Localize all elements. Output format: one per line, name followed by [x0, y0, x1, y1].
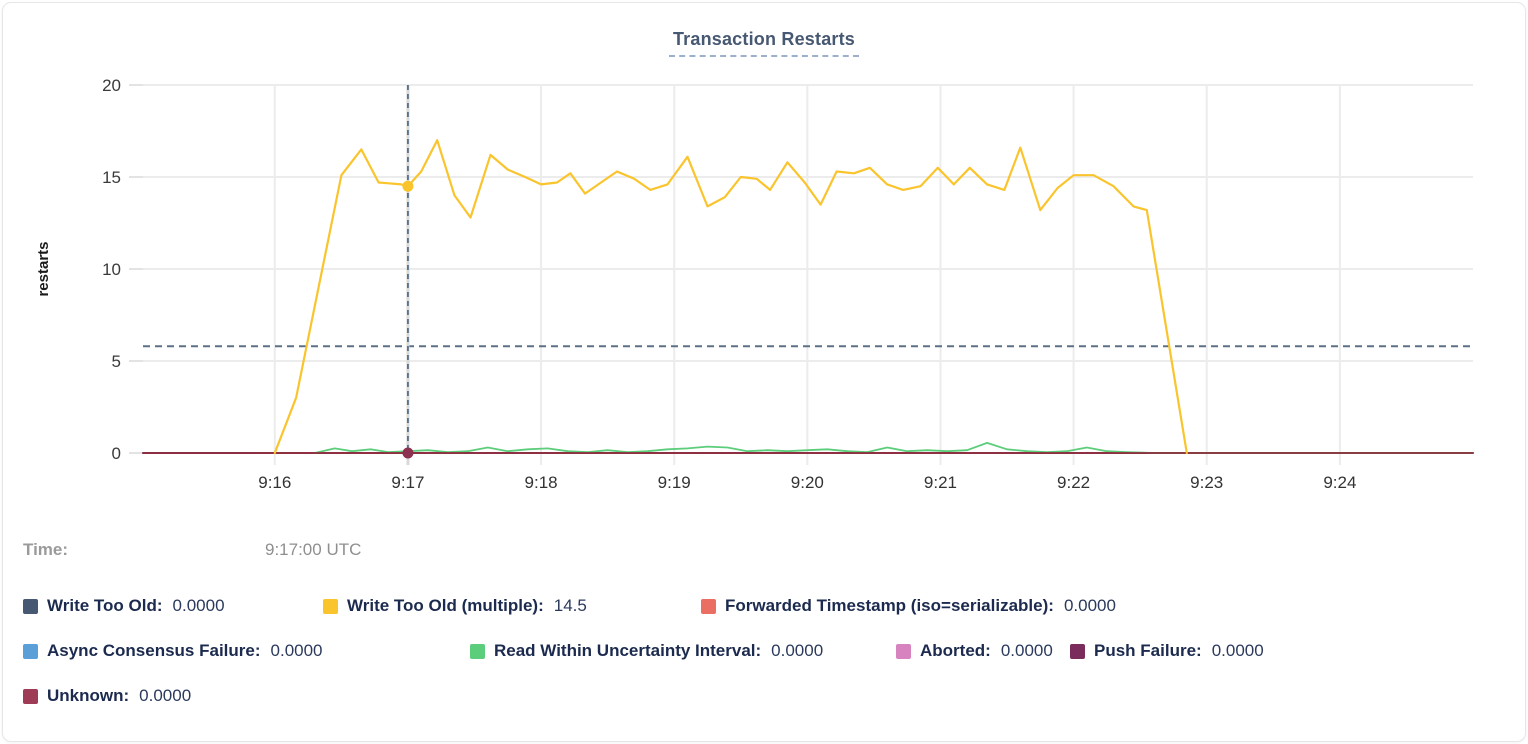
legend-swatch: [323, 598, 338, 614]
x-tick-label: 9:21: [924, 473, 957, 492]
chart-legend: Write Too Old: 0.0000 Write Too Old (multi…: [3, 3, 1525, 741]
legend-swatch: [23, 643, 38, 659]
x-tick-label: 9:17: [391, 473, 424, 492]
chart-area[interactable]: 0 5 10 15 20 9:16 9:17 9:18 9:19 9:20 9:21 9:22 9:23…: [3, 3, 1526, 525]
legend-value: 0.0000: [1211, 641, 1264, 660]
y-tick-label: 0: [112, 444, 121, 463]
legend-label: Unknown:: [47, 686, 130, 705]
legend-item-aborted[interactable]: Aborted: 0.0000: [896, 639, 1053, 663]
legend-item-read-within-uncertainty-interval[interactable]: Read Within Uncertainty Interval: 0.0000: [470, 639, 823, 663]
y-tick-label: 10: [102, 260, 121, 279]
legend-value: 14.5: [553, 596, 587, 615]
y-tick-label: 15: [102, 168, 121, 187]
legend-swatch: [701, 598, 716, 614]
legend-swatch: [23, 688, 38, 704]
legend-swatch: [1070, 643, 1085, 659]
legend-item-forwarded-timestamp-iso-serializable[interactable]: Forwarded Timestamp (iso=serializable): 0…: [701, 594, 1116, 618]
legend-value: 0.0000: [1063, 596, 1116, 615]
legend-value: 0.0000: [771, 641, 824, 660]
legend-label: Async Consensus Failure:: [47, 641, 261, 660]
legend-value: 0.0000: [1000, 641, 1053, 660]
legend-label: Write Too Old:: [47, 596, 163, 615]
series-line-write-too-old-multiple: [273, 139, 1188, 455]
chart-title[interactable]: Transaction Restarts: [668, 29, 860, 57]
legend-label: Read Within Uncertainty Interval:: [494, 641, 762, 660]
legend-label: Forwarded Timestamp (iso=serializable):: [725, 596, 1054, 615]
tooltip-time-label: Time:: [23, 540, 69, 559]
x-tick-label: 9:16: [258, 473, 291, 492]
x-tick-label: 9:23: [1190, 473, 1223, 492]
legend-value: 0.0000: [172, 596, 225, 615]
x-tick-label: 9:24: [1323, 473, 1356, 492]
tooltip-time-value: 9:17:00 UTC: [265, 540, 362, 559]
series-line-read-within-uncertainty-interval: [313, 441, 1474, 454]
legend-label: Push Failure:: [1094, 641, 1202, 660]
y-axis-label: restarts: [35, 241, 52, 296]
x-tick-label: 9:20: [791, 473, 824, 492]
legend-value: 0.0000: [139, 686, 192, 705]
y-tick-label: 20: [102, 76, 121, 95]
legend-swatch: [23, 598, 38, 614]
legend-item-write-too-old[interactable]: Write Too Old: 0.0000: [23, 594, 225, 618]
legend-item-write-too-old-multiple[interactable]: Write Too Old (multiple): 14.5: [323, 594, 587, 618]
legend-value: 0.0000: [270, 641, 323, 660]
transaction-restarts-chart[interactable]: 0 5 10 15 20 9:16 9:17 9:18 9:19 9:20 9:21 9:22 9:23…: [3, 3, 1526, 525]
x-tick-label: 9:19: [658, 473, 691, 492]
x-tick-label: 9:18: [525, 473, 558, 492]
crosshair-marker-unknown: [402, 447, 414, 459]
legend-label: Aborted:: [920, 641, 991, 660]
x-tick-label: 9:22: [1057, 473, 1090, 492]
legend-swatch: [896, 643, 911, 659]
legend-item-async-consensus-failure[interactable]: Async Consensus Failure: 0.0000: [23, 639, 323, 663]
crosshair-marker-write-too-old-multiple: [402, 180, 414, 192]
y-tick-label: 5: [112, 352, 121, 371]
legend-item-push-failure[interactable]: Push Failure: 0.0000: [1070, 639, 1264, 663]
chart-title-wrap: Transaction Restarts: [3, 29, 1525, 57]
legend-swatch: [470, 643, 485, 659]
legend-label: Write Too Old (multiple):: [347, 596, 544, 615]
legend-item-unknown[interactable]: Unknown: 0.0000: [23, 684, 191, 708]
